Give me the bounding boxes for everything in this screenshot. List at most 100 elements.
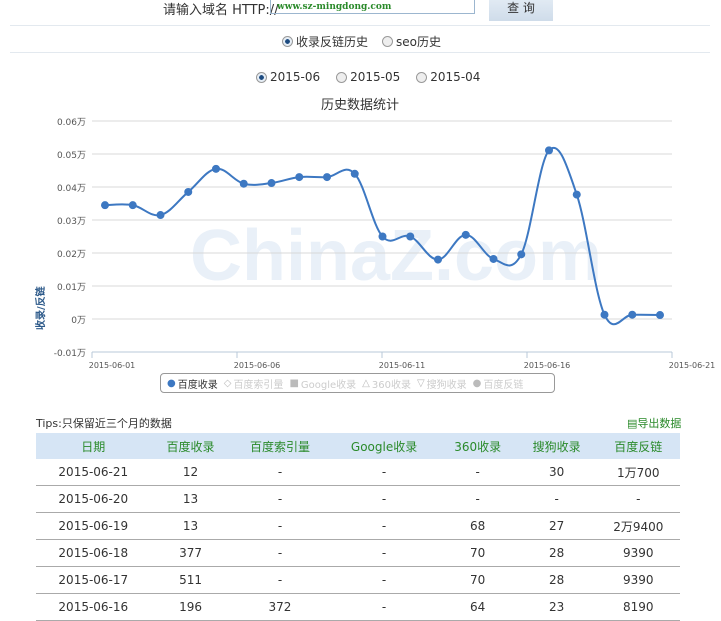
legend-marker-icon: ■ (289, 377, 299, 389)
radio-seo[interactable]: seo历史 (382, 33, 441, 50)
table-cell: 196 (150, 593, 231, 621)
legend-item[interactable]: ■ Google收录 (289, 376, 356, 391)
column-header: 360收录 (438, 433, 517, 459)
table-row: 2015-06-18 377- -70 28 9390 (36, 539, 680, 567)
data-point[interactable] (517, 250, 526, 259)
y-tick-label: 0.01万 (57, 283, 86, 293)
line-chart: 历史数据统计 ChinaZ.com 收录/反链 0.06万 0.05万 0.04万 0… (34, 98, 715, 370)
radio-label: 2015-06 (270, 70, 321, 84)
table-cell: - (230, 566, 330, 594)
legend-label: 百度索引量 (233, 379, 284, 391)
radio-2015-04[interactable]: 2015-04 (416, 70, 480, 84)
y-tick-label: 0.06万 (57, 118, 86, 128)
y-tick-label: 0.04万 (57, 184, 86, 194)
divider (10, 52, 710, 53)
table-cell: 377 (150, 539, 231, 567)
x-tick-label: 2015-06-06 (234, 361, 281, 370)
table-cell: - (329, 539, 439, 567)
radio-icon (282, 36, 293, 47)
data-point[interactable] (323, 173, 331, 182)
data-point[interactable] (406, 232, 415, 241)
data-point[interactable] (212, 164, 220, 173)
table-cell: 2015-06-19 (36, 512, 151, 540)
table-cell: 23 (516, 593, 597, 621)
table-cell: - (329, 593, 439, 621)
x-tick-label: 2015-06-16 (524, 361, 571, 370)
radio-label: 2015-04 (430, 70, 481, 84)
query-button-label: 查 询 (507, 1, 535, 15)
divider (10, 25, 710, 26)
table-cell: - (438, 459, 517, 486)
table-cell: - (596, 485, 680, 513)
domain-input[interactable]: www.sz-mingdong.com (270, 0, 475, 14)
data-point[interactable] (545, 146, 553, 155)
table-cell: 9390 (596, 539, 680, 567)
y-tick-label: 0万 (71, 316, 86, 326)
data-point[interactable] (600, 310, 609, 319)
legend-item[interactable]: ▽ 搜狗收录 (417, 376, 467, 391)
data-point[interactable] (350, 169, 359, 178)
data-point[interactable] (156, 211, 165, 220)
y-tick-label: 0.03万 (57, 217, 86, 227)
data-point[interactable] (101, 201, 109, 210)
table-row: 2015-06-20 13- - - - - (36, 485, 680, 513)
table-cell: 2015-06-17 (36, 566, 151, 594)
data-point[interactable] (184, 187, 193, 196)
export-icon: ▤ (627, 417, 638, 430)
data-point[interactable] (378, 232, 387, 241)
radio-2015-06[interactable]: 2015-06 (256, 70, 320, 84)
table-cell: 8190 (596, 593, 680, 621)
table-cell: 372 (230, 593, 330, 621)
data-point[interactable] (628, 310, 637, 319)
legend-marker-icon: ◇ (223, 377, 232, 389)
table-cell: 2015-06-21 (36, 459, 151, 486)
y-tick-label: 0.05万 (57, 151, 86, 161)
legend-item[interactable]: ● 百度反链 (473, 376, 524, 391)
table-cell: 2015-06-20 (36, 485, 151, 513)
radio-icon (256, 71, 267, 83)
table-cell: 28 (516, 566, 597, 594)
column-header: 百度索引量 (230, 433, 330, 459)
query-button[interactable]: 查 询 (489, 0, 553, 21)
radio-icon (336, 71, 348, 83)
radio-2015-05[interactable]: 2015-05 (336, 70, 400, 84)
data-point[interactable] (128, 201, 137, 210)
legend-marker-icon: ● (167, 377, 176, 389)
data-point[interactable] (461, 230, 470, 239)
data-point[interactable] (572, 190, 581, 199)
table-row: 2015-06-17 511- -70 28 9390 (36, 566, 680, 594)
x-tick-label: 2015-06-01 (89, 361, 136, 370)
history-table: 日期 百度收录 百度索引量 Google收录 360收录 搜狗收录 百度反链 2015-06-… (36, 433, 680, 621)
table-cell: 68 (438, 512, 517, 540)
radio-icon (382, 36, 394, 47)
data-point[interactable] (267, 179, 276, 188)
legend-item[interactable]: ● 百度收录 (167, 376, 218, 391)
radio-history[interactable]: 收录反链历史 (282, 33, 368, 50)
legend-item[interactable]: △ 360收录 (362, 376, 411, 391)
data-point[interactable] (295, 173, 304, 182)
table-cell: 70 (438, 566, 517, 594)
data-point[interactable] (239, 179, 248, 188)
table-row: 2015-06-16 196 372-64 23 8190 (36, 593, 680, 621)
table-cell: - (329, 566, 439, 594)
tips-text: Tips:只保留近三个月的数据 (36, 417, 172, 430)
table-cell: - (329, 485, 439, 513)
legend-item[interactable]: ◇ 百度索引量 (224, 376, 284, 391)
legend-label: 360收录 (371, 379, 411, 391)
data-point[interactable] (489, 254, 498, 263)
y-tick-label: 0.02万 (57, 250, 86, 260)
table-cell: - (230, 512, 330, 540)
y-tick-label: -0.01万 (54, 349, 86, 359)
table-cell: - (230, 459, 330, 486)
x-tick-label: 2015-06-11 (379, 361, 426, 370)
column-header: 百度收录 (150, 433, 231, 459)
table-cell: 27 (516, 512, 597, 540)
data-point[interactable] (434, 255, 442, 264)
table-cell: - (438, 485, 517, 513)
table-row: 2015-06-21 12- - -30 1万700 (36, 459, 680, 486)
radio-label: 收录反链历史 (296, 35, 369, 49)
mode-radio-group: 收录反链历史 seo历史 (282, 33, 441, 50)
table-cell: 12 (150, 459, 231, 486)
export-link[interactable]: ▤导出数据 (627, 415, 681, 431)
data-point[interactable] (656, 311, 664, 320)
